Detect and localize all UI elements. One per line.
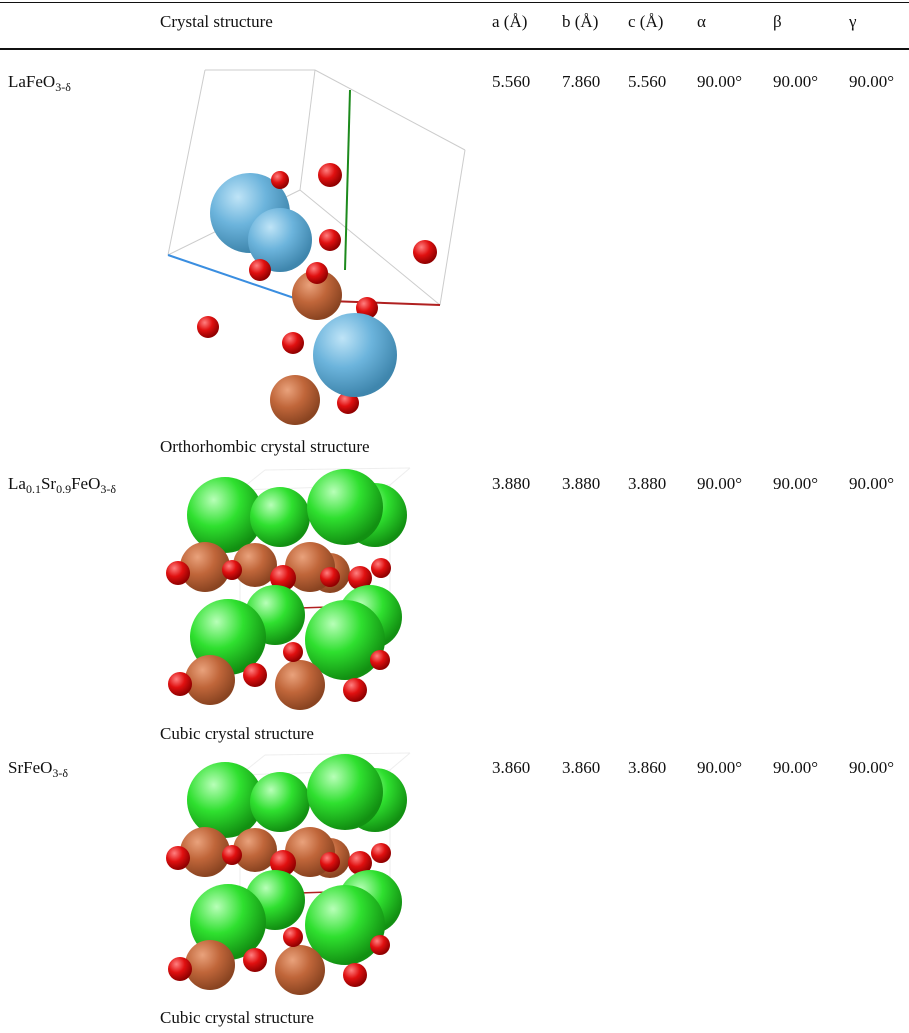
header-cell: β (773, 12, 782, 32)
atom (166, 846, 190, 870)
atom (243, 948, 267, 972)
atom (371, 843, 391, 863)
atom (166, 561, 190, 585)
atom (371, 558, 391, 578)
value-cell: 90.00° (773, 72, 818, 92)
caption: Orthorhombic crystal structure (160, 437, 370, 457)
compound: SrFeO3-δ (8, 758, 68, 781)
atom (250, 487, 310, 547)
atom (306, 262, 328, 284)
value-cell: 3.860 (628, 758, 666, 778)
atom (413, 240, 437, 264)
atom (185, 940, 235, 990)
atom (283, 642, 303, 662)
value-cell: 90.00° (697, 758, 742, 778)
atom (271, 171, 289, 189)
header-cell: b (Å) (562, 12, 598, 32)
subscript: 0.9 (56, 482, 71, 496)
atom (307, 469, 383, 545)
cell-edge (168, 70, 205, 255)
atom (283, 927, 303, 947)
atom (320, 567, 340, 587)
subscript: 3-δ (100, 482, 116, 496)
atom (275, 945, 325, 995)
value-cell: 90.00° (697, 72, 742, 92)
crystal-art (166, 70, 465, 995)
atom (343, 678, 367, 702)
atom (270, 375, 320, 425)
cell-edge (300, 70, 315, 190)
cell-edge (345, 90, 350, 270)
header-cell: γ (849, 12, 857, 32)
formula-text: LaFeO (8, 72, 55, 91)
atom (320, 852, 340, 872)
atom (243, 663, 267, 687)
value-cell: 90.00° (773, 474, 818, 494)
cell-edge (390, 753, 410, 770)
atom (222, 560, 242, 580)
cell-edge (265, 468, 410, 470)
atom (168, 672, 192, 696)
cell-edge (265, 753, 410, 755)
atom (185, 655, 235, 705)
atom (343, 963, 367, 987)
value-cell: 3.880 (492, 474, 530, 494)
value-cell: 90.00° (849, 474, 894, 494)
value-cell: 3.880 (562, 474, 600, 494)
structures (0, 0, 909, 1033)
header-cell: Crystal structure (160, 12, 273, 32)
formula-text: La (8, 474, 26, 493)
value-cell: 3.880 (628, 474, 666, 494)
atom (319, 229, 341, 251)
subscript: 0.1 (26, 482, 41, 496)
formula-text: SrFeO (8, 758, 52, 777)
atom (197, 316, 219, 338)
formula-text: FeO (71, 474, 100, 493)
value-cell: 90.00° (849, 72, 894, 92)
atom (370, 650, 390, 670)
value-cell: 90.00° (849, 758, 894, 778)
value-cell: 7.860 (562, 72, 600, 92)
page: Crystal structurea (Å)b (Å)c (Å)αβγLaFeO… (0, 0, 909, 1033)
caption: Cubic crystal structure (160, 724, 314, 744)
formula-text: Sr (41, 474, 56, 493)
atom (313, 313, 397, 397)
header-cell: c (Å) (628, 12, 663, 32)
cell-edge (390, 468, 410, 485)
atom (307, 754, 383, 830)
value-cell: 3.860 (562, 758, 600, 778)
cell-edge (315, 70, 465, 150)
atom (168, 957, 192, 981)
value-cell: 90.00° (697, 474, 742, 494)
atom (249, 259, 271, 281)
compound: LaFeO3-δ (8, 72, 71, 95)
subscript: 3-δ (52, 766, 68, 780)
header-cell: a (Å) (492, 12, 527, 32)
header-cell: α (697, 12, 706, 32)
atom (282, 332, 304, 354)
atom (318, 163, 342, 187)
caption: Cubic crystal structure (160, 1008, 314, 1028)
atom (370, 935, 390, 955)
value-cell: 5.560 (492, 72, 530, 92)
value-cell: 5.560 (628, 72, 666, 92)
atom (222, 845, 242, 865)
subscript: 3-δ (55, 80, 71, 94)
compound: La0.1Sr0.9FeO3-δ (8, 474, 116, 497)
atom (275, 660, 325, 710)
cell-edge (440, 150, 465, 305)
value-cell: 3.860 (492, 758, 530, 778)
value-cell: 90.00° (773, 758, 818, 778)
atom (250, 772, 310, 832)
